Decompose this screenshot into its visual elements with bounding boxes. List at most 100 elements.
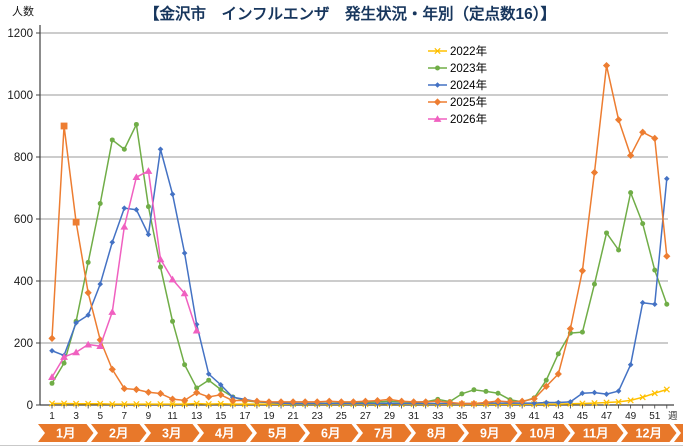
marker-diamond (289, 398, 297, 406)
y-tick-label: 200 (14, 338, 33, 350)
marker-diamond (108, 365, 116, 373)
x-tick-label: 47 (601, 411, 613, 422)
marker-diamond (241, 396, 249, 404)
marker-x (193, 400, 200, 407)
marker-diamond (639, 128, 647, 136)
marker-circle (652, 267, 658, 273)
marker-diamond (373, 397, 382, 405)
marker-x (205, 400, 212, 408)
month-segment-3月 (144, 424, 200, 442)
marker-triangle (156, 255, 165, 263)
legend-item-2024年: 2024年 (428, 78, 487, 92)
marker-diamond (313, 398, 321, 406)
marker-diamond (615, 388, 622, 394)
marker-diamond (433, 98, 442, 106)
marker-triangle (433, 115, 442, 122)
marker-diamond (482, 398, 490, 407)
marker-diamond (518, 397, 526, 405)
y-tick-label: 600 (14, 214, 33, 226)
x-tick-label: 13 (191, 411, 203, 422)
month-label: 12月 (636, 427, 662, 441)
month-label: 3月 (162, 427, 181, 441)
marker-triangle (48, 373, 56, 380)
month-segment-6月 (303, 424, 359, 442)
marker-circle (170, 318, 176, 324)
marker-diamond (591, 389, 598, 396)
marker-diamond (145, 231, 152, 238)
y-tick-label: 0 (27, 400, 33, 412)
month-segment-8月 (409, 424, 465, 442)
legend-item-2022年: 2022年 (428, 44, 487, 58)
marker-circle (555, 351, 561, 357)
marker-diamond (121, 205, 128, 211)
month-label: 11月 (583, 427, 609, 441)
marker-diamond (578, 267, 587, 275)
legend-item-2023年: 2023年 (428, 61, 487, 75)
marker-circle (109, 137, 115, 143)
marker-diamond (361, 397, 370, 405)
y-tick-label: 800 (14, 152, 33, 164)
marker-diamond (169, 191, 176, 197)
marker-circle (459, 391, 465, 397)
marker-diamond (422, 398, 430, 406)
series-line-2025年 (51, 64, 668, 405)
marker-circle (97, 201, 103, 206)
x-tick-label: 7 (122, 411, 128, 422)
marker-x (109, 400, 116, 408)
marker-diamond (84, 289, 92, 297)
marker-circle (591, 281, 597, 287)
marker-diamond (614, 116, 623, 124)
month-segment-9月 (462, 424, 518, 442)
series-line-2023年 (51, 123, 668, 405)
x-tick-label: 19 (263, 411, 275, 422)
month-segment-10月 (515, 424, 571, 442)
x-tick-label: 37 (480, 411, 492, 422)
marker-diamond (663, 252, 671, 260)
marker-x (434, 47, 441, 55)
marker-circle (206, 377, 212, 383)
marker-circle (145, 204, 151, 210)
marker-diamond (97, 281, 104, 287)
marker-square (60, 122, 68, 130)
marker-x (217, 400, 224, 407)
marker-diamond (651, 301, 658, 308)
marker-diamond (602, 61, 611, 70)
marker-diamond (96, 336, 104, 344)
marker-triangle (72, 348, 81, 356)
marker-x (663, 386, 670, 393)
marker-x (627, 397, 634, 404)
marker-diamond (337, 398, 345, 406)
marker-diamond (325, 397, 333, 405)
marker-diamond (85, 312, 91, 318)
series-line-2024年 (51, 148, 668, 405)
x-tick-label: 39 (505, 411, 517, 422)
marker-triangle (60, 353, 68, 360)
marker-circle (121, 146, 127, 152)
marker-circle (61, 360, 67, 366)
marker-diamond (434, 397, 442, 405)
marker-diamond (385, 395, 394, 404)
x-axis-unit-label: 週 (668, 410, 678, 422)
marker-x (133, 400, 140, 408)
marker-diamond (73, 320, 79, 326)
marker-x (615, 398, 622, 406)
marker-diamond (217, 382, 224, 388)
marker-circle (640, 221, 646, 227)
marker-circle (194, 385, 200, 391)
x-tick-label: 27 (360, 411, 372, 422)
marker-circle (133, 121, 139, 127)
marker-diamond (627, 361, 634, 368)
marker-circle (616, 247, 622, 253)
marker-circle (218, 387, 224, 392)
marker-x (651, 390, 658, 397)
legend-item-2025年: 2025年 (428, 95, 487, 109)
marker-triangle (180, 289, 189, 297)
legend-group: 2022年 2023年 2024年 2025年 2026年 (428, 44, 487, 126)
marker-diamond (566, 325, 574, 333)
marker-triangle (120, 222, 129, 230)
marker-diamond (265, 398, 273, 406)
marker-circle (579, 329, 585, 335)
month-label: 4月 (215, 427, 234, 441)
x-tick-label: 17 (239, 411, 251, 422)
x-tick-label: 49 (625, 411, 637, 422)
